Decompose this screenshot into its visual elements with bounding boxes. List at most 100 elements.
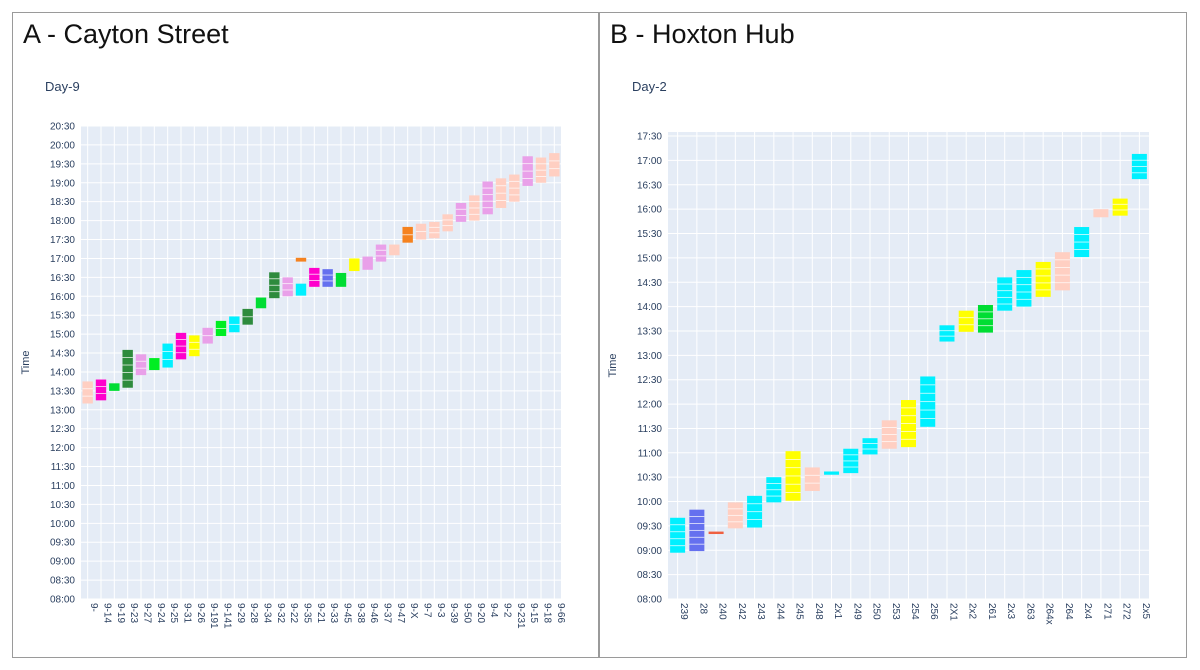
gantt-bar [977, 304, 993, 333]
x-tick-label: 9-26 [195, 603, 206, 623]
gantt-bar-rect [804, 467, 820, 491]
gantt-bar [175, 332, 187, 360]
gantt-bar [495, 178, 507, 208]
y-tick-label: 16:00 [637, 205, 662, 216]
y-tick-label: 11:30 [51, 462, 76, 473]
gantt-bar [1016, 270, 1032, 307]
plot-area-a [81, 126, 561, 599]
x-tick-label: 2x1 [832, 603, 843, 620]
gantt-chart-b: Day-2 08:00 08:30 09:00 09:30 10:00 10:30 11:00… [607, 79, 1151, 625]
gantt-bar-rect [939, 325, 955, 342]
gantt-bar-rect [482, 181, 493, 215]
y-tick-label: 09:30 [637, 521, 662, 532]
gantt-bar [900, 400, 917, 448]
x-tick-label: 9-7 [422, 603, 433, 618]
gantt-bar-rect [95, 379, 107, 401]
gantt-bar [549, 153, 560, 177]
x-tick-label: 261 [986, 603, 997, 620]
y-tick-label: 15:30 [50, 311, 75, 322]
gantt-bar [482, 181, 493, 215]
x-tick-label: 9-38 [355, 603, 366, 623]
gantt-bar-rect [375, 244, 387, 262]
x-tick-label: 240 [717, 603, 728, 620]
gantt-bar [1074, 227, 1090, 258]
gantt-bar [958, 310, 974, 332]
panel-b: B - Hoxton Hub Day-2 08:00 08:30 09:00 09:30… [599, 12, 1187, 658]
x-tick-label: 9-33 [328, 603, 339, 623]
x-tick-label: 264x [1044, 603, 1055, 625]
gantt-bar-rect [135, 354, 147, 376]
gantt-bar-rect [295, 283, 307, 296]
gantt-bar [82, 381, 93, 404]
y-tick-label: 10:00 [637, 497, 662, 508]
gantt-bar-rect [549, 153, 560, 177]
x-tick-label: 9-19 [115, 603, 126, 623]
gantt-bar [229, 316, 240, 333]
gantt-bar [1035, 261, 1051, 297]
gantt-bar [335, 272, 347, 287]
gantt-bar [1093, 209, 1109, 218]
x-tick-label: 9-46 [368, 603, 379, 623]
gantt-bar-rect [1054, 252, 1070, 291]
y-tick-label: 14:00 [637, 302, 662, 313]
gantt-bar [95, 379, 107, 401]
y-tick-label: 12:30 [637, 375, 662, 386]
x-tick-label: 28 [697, 603, 708, 615]
x-tick-label: 9-3 [435, 603, 446, 618]
x-tick-label: 253 [890, 603, 901, 620]
y-tick-label: 14:30 [637, 278, 662, 289]
x-tick-label: 271 [1101, 603, 1112, 620]
y-tick-label: 18:00 [50, 216, 75, 227]
gantt-bar-rect [1093, 209, 1109, 218]
y-tick-label: 10:00 [50, 519, 75, 530]
gantt-bar [215, 320, 227, 337]
y-tick-label: 19:00 [50, 178, 75, 189]
x-tick-label: 9-47 [395, 603, 406, 623]
gantt-bar [708, 531, 724, 535]
gantt-bar [881, 420, 897, 449]
y-tick-label: 15:00 [637, 253, 662, 264]
gantt-bar [122, 349, 133, 388]
gantt-bar-rect [322, 269, 333, 287]
gantt-bar-rect [862, 438, 878, 455]
y-tick-label: 12:00 [50, 443, 75, 454]
x-tick-label: 9-23 [128, 603, 139, 623]
y-tick-label: 09:30 [50, 538, 75, 549]
y-tick-label: 16:30 [50, 273, 75, 284]
x-tick-label: 245 [794, 603, 805, 620]
gantt-bar [282, 277, 293, 297]
x-tick-label: 254 [909, 603, 920, 620]
y-tick-label: 19:30 [50, 159, 75, 170]
gantt-bar-rect [349, 258, 360, 272]
x-tick-label: 242 [736, 603, 747, 620]
x-tick-label: 2x4 [1082, 603, 1093, 620]
x-tick-label: 9-X [408, 603, 419, 619]
x-tick-label: 2x5 [1140, 603, 1151, 620]
gantt-chart-a: Day-9 08:00 08:30 09:00 09:30 10:00 10:30 11:00… [20, 79, 566, 629]
y-tick-label: 14:30 [50, 349, 75, 360]
gantt-bar [202, 327, 213, 344]
gantt-bar [295, 283, 307, 296]
gantt-bar [804, 467, 820, 491]
gantt-bar [189, 335, 200, 357]
gantt-bar-rect [708, 531, 724, 535]
x-tick-label: 9-14 [102, 603, 113, 623]
y-tick-label: 17:00 [50, 254, 75, 265]
x-tick-label: 9-20 [475, 603, 486, 623]
gantt-bar [429, 221, 440, 239]
y-tick-label: 17:30 [637, 132, 662, 143]
gantt-bar-rect [429, 221, 440, 239]
gantt-bar-rect [958, 310, 974, 332]
x-tick-label: 2X1 [947, 603, 958, 621]
y-tick-label: 12:30 [50, 424, 75, 435]
x-tick-label: 9-37 [382, 603, 393, 623]
gantt-bar-rect [255, 297, 267, 309]
y-tick-label: 08:00 [637, 595, 662, 606]
x-tick-label: 9-29 [235, 603, 246, 623]
x-tick-label: 9-21 [315, 603, 326, 623]
y-tick-label: 11:30 [638, 424, 663, 435]
gantt-bar-rect [189, 335, 200, 357]
chart-title-a: Day-9 [45, 79, 80, 94]
gantt-bar-rect [362, 256, 373, 270]
gantt-bar [322, 269, 333, 287]
